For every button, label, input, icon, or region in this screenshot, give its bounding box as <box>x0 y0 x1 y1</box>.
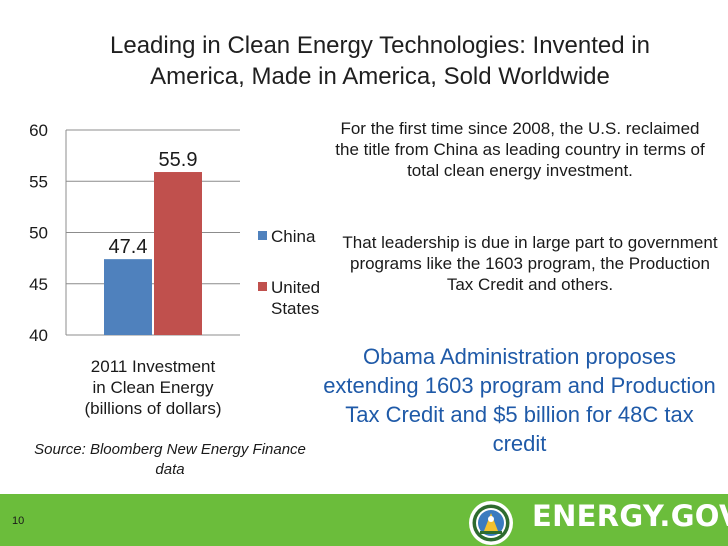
slide-title: Leading in Clean Energy Technologies: In… <box>110 32 650 90</box>
y-tick-label: 50 <box>29 224 48 243</box>
brand-logo-text: ENERGY.GOV <box>532 499 728 533</box>
category-label: (billions of dollars) <box>85 399 222 418</box>
legend-label: China <box>271 227 316 246</box>
category-label: in Clean Energy <box>93 378 214 397</box>
legend-swatch <box>258 282 267 291</box>
legend-label: United <box>271 278 320 297</box>
investment-paragraph: For the first time since 2008, the U.S. … <box>335 119 705 180</box>
y-tick-label: 45 <box>29 275 48 294</box>
y-tick-label: 55 <box>29 172 48 191</box>
legend-label: States <box>271 299 319 318</box>
doe-seal-icon <box>469 501 513 545</box>
bar-china <box>104 259 152 335</box>
data-label: 55.9 <box>159 149 198 171</box>
bar-chart: 40 45 50 55 60 47.4 55.9 2011 Investment in Clea… <box>29 121 320 418</box>
y-tick-label: 60 <box>29 121 48 140</box>
footer-bar: 10 ENERGY.GOV <box>0 494 728 546</box>
page-number: 10 <box>12 515 25 527</box>
leadership-paragraph: That leadership is due in large part to … <box>342 233 718 294</box>
legend-swatch <box>258 231 267 240</box>
category-label: 2011 Investment <box>91 357 216 376</box>
proposal-highlight: Obama Administration proposes extending … <box>323 344 716 456</box>
data-label: 47.4 <box>109 236 148 258</box>
bar-united-states <box>154 172 202 335</box>
y-tick-label: 40 <box>29 326 48 345</box>
source-note: Source: Bloomberg New Energy Finance dat… <box>34 441 306 478</box>
